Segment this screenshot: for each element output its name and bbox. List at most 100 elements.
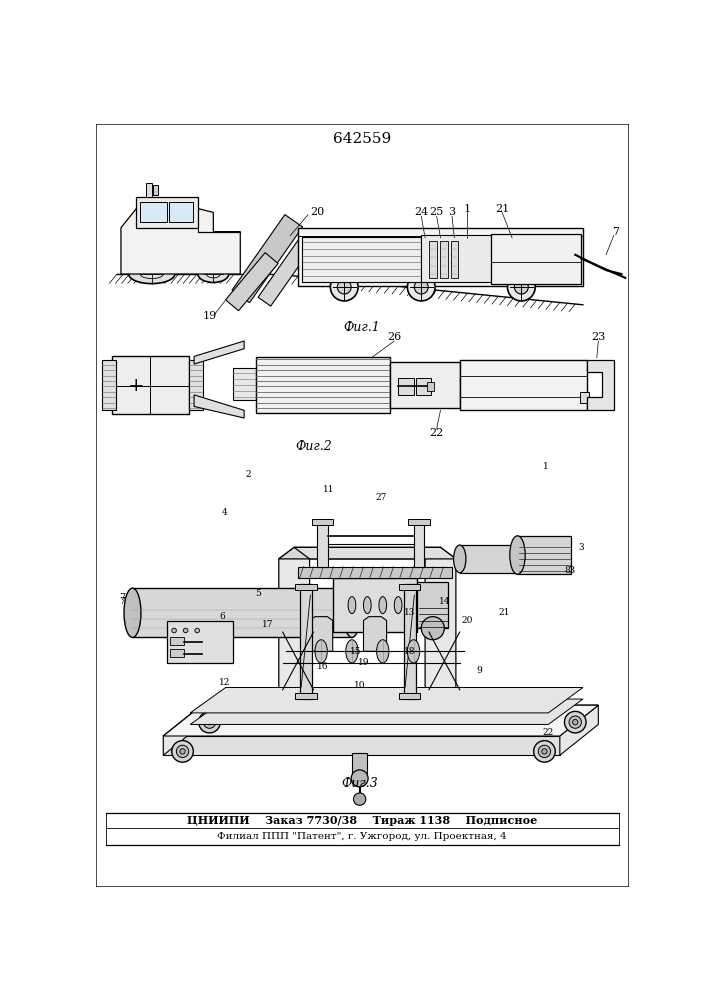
- Ellipse shape: [377, 640, 389, 663]
- Text: 17: 17: [262, 620, 273, 629]
- Bar: [102, 360, 115, 410]
- Ellipse shape: [454, 545, 466, 573]
- Bar: [300, 584, 312, 699]
- Bar: [298, 228, 583, 286]
- Ellipse shape: [354, 793, 366, 805]
- Bar: [312, 519, 334, 525]
- Ellipse shape: [510, 536, 525, 574]
- Text: Филиал ППП "Патент", г. Ужгород, ул. Проектная, 4: Филиал ППП "Патент", г. Ужгород, ул. Про…: [217, 832, 507, 841]
- Text: Фиг.2: Фиг.2: [295, 440, 332, 453]
- Bar: [390, 362, 460, 408]
- Polygon shape: [163, 705, 201, 755]
- Ellipse shape: [407, 640, 420, 663]
- Text: 22: 22: [543, 728, 554, 737]
- Polygon shape: [163, 736, 560, 755]
- Bar: [136, 197, 198, 228]
- Ellipse shape: [183, 628, 188, 633]
- Polygon shape: [294, 547, 456, 559]
- Bar: [429, 241, 437, 278]
- Text: 8: 8: [565, 566, 571, 575]
- Polygon shape: [560, 705, 598, 755]
- Polygon shape: [163, 705, 598, 736]
- Bar: [233, 368, 256, 400]
- Ellipse shape: [534, 741, 555, 762]
- Polygon shape: [279, 547, 310, 705]
- Text: 13: 13: [404, 608, 416, 617]
- Text: 25: 25: [430, 207, 444, 217]
- Text: 7: 7: [612, 227, 619, 237]
- Bar: [417, 582, 448, 628]
- Text: 19: 19: [358, 658, 369, 667]
- Bar: [398, 378, 414, 395]
- Polygon shape: [194, 341, 244, 364]
- Ellipse shape: [199, 711, 221, 733]
- Text: 5: 5: [255, 589, 261, 598]
- Ellipse shape: [195, 628, 199, 633]
- Text: 7: 7: [119, 597, 125, 606]
- Ellipse shape: [315, 640, 327, 663]
- Text: 18: 18: [404, 647, 416, 656]
- Ellipse shape: [330, 273, 358, 301]
- Bar: [404, 584, 416, 699]
- Ellipse shape: [546, 545, 559, 573]
- Ellipse shape: [421, 617, 444, 640]
- Text: 7: 7: [119, 593, 126, 602]
- Ellipse shape: [198, 266, 229, 282]
- Text: 642559: 642559: [333, 132, 391, 146]
- Text: Фиг.3: Фиг.3: [341, 777, 378, 790]
- Bar: [508, 259, 518, 270]
- Ellipse shape: [172, 628, 176, 633]
- Bar: [189, 360, 203, 410]
- Bar: [450, 241, 458, 278]
- Ellipse shape: [542, 749, 547, 754]
- Bar: [580, 392, 589, 403]
- Polygon shape: [425, 547, 456, 705]
- Ellipse shape: [180, 749, 185, 754]
- Text: 1: 1: [464, 204, 471, 214]
- Ellipse shape: [573, 719, 578, 725]
- Text: 26: 26: [387, 332, 402, 342]
- Text: 10: 10: [354, 681, 366, 690]
- Text: 3: 3: [578, 543, 584, 552]
- Bar: [170, 637, 184, 645]
- Ellipse shape: [538, 745, 551, 758]
- Polygon shape: [226, 253, 278, 311]
- Ellipse shape: [569, 716, 581, 728]
- Ellipse shape: [176, 745, 189, 758]
- Text: 20: 20: [462, 616, 473, 625]
- Ellipse shape: [346, 640, 358, 663]
- Text: 23: 23: [591, 332, 605, 342]
- Bar: [414, 524, 424, 567]
- Ellipse shape: [351, 770, 368, 787]
- Bar: [146, 183, 152, 197]
- Ellipse shape: [379, 597, 387, 614]
- Ellipse shape: [363, 597, 371, 614]
- Bar: [352, 753, 368, 776]
- Bar: [153, 185, 158, 195]
- Ellipse shape: [344, 588, 361, 637]
- Bar: [518, 536, 571, 574]
- Text: 4: 4: [222, 508, 228, 517]
- Polygon shape: [190, 699, 583, 724]
- Bar: [408, 519, 430, 525]
- Text: 11: 11: [323, 485, 334, 494]
- Text: ЦНИИПИ    Заказ 7730/38    Тираж 1138    Подписное: ЦНИИПИ Заказ 7730/38 Тираж 1138 Подписно…: [187, 815, 537, 826]
- Bar: [167, 620, 233, 663]
- Bar: [491, 234, 581, 284]
- Text: Фиг.1: Фиг.1: [344, 321, 380, 334]
- Polygon shape: [587, 360, 614, 410]
- Bar: [416, 378, 431, 395]
- Bar: [399, 584, 421, 590]
- Text: 24: 24: [414, 207, 428, 217]
- Text: 9: 9: [476, 666, 482, 675]
- Ellipse shape: [124, 588, 141, 637]
- Ellipse shape: [395, 597, 402, 614]
- Text: 16: 16: [317, 662, 329, 671]
- Bar: [460, 360, 587, 410]
- Polygon shape: [310, 617, 333, 651]
- Ellipse shape: [508, 271, 514, 277]
- Bar: [256, 357, 390, 413]
- Text: 22: 22: [430, 428, 444, 438]
- Text: 3: 3: [568, 566, 575, 575]
- Polygon shape: [279, 547, 440, 559]
